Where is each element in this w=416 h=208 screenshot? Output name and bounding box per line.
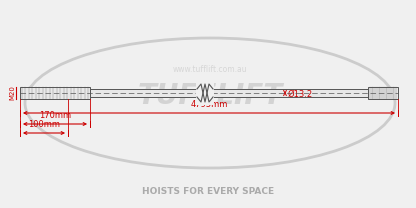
Text: HOISTS FOR EVERY SPACE: HOISTS FOR EVERY SPACE [142, 187, 274, 196]
Text: TUFFLIFT: TUFFLIFT [137, 82, 282, 110]
Bar [368, 87, 398, 99]
Text: 170mm: 170mm [39, 111, 71, 120]
Bar [20, 87, 90, 99]
Text: M20: M20 [9, 85, 15, 100]
Text: www.tufflift.com.au: www.tufflift.com.au [173, 66, 248, 74]
Text: 4795mm: 4795mm [190, 100, 228, 109]
Text: Ø13.2: Ø13.2 [288, 89, 313, 99]
Bar [90, 89, 368, 97]
Text: 100mm: 100mm [28, 120, 60, 129]
Bar [196, 81, 214, 105]
